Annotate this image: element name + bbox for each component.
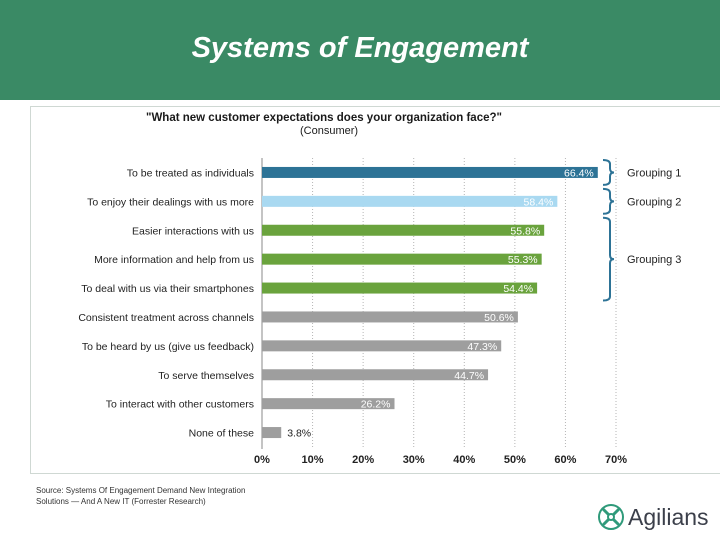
category-label: Easier interactions with us xyxy=(132,225,254,237)
x-tick-label: 50% xyxy=(504,454,526,466)
x-tick-label: 40% xyxy=(453,454,475,466)
grouping-label: Grouping 2 xyxy=(627,196,681,208)
category-label: To be heard by us (give us feedback) xyxy=(82,341,254,353)
category-label: To enjoy their dealings with us more xyxy=(87,196,254,208)
slide-title: Systems of Engagement xyxy=(191,32,529,64)
data-label: 55.3% xyxy=(508,254,538,266)
data-label: 47.3% xyxy=(467,341,497,353)
category-label: More information and help from us xyxy=(94,254,254,266)
chart-subtitle: (Consumer) xyxy=(300,125,359,137)
bar xyxy=(262,166,598,178)
x-tick-label: 10% xyxy=(302,454,324,466)
x-tick-label: 20% xyxy=(352,454,374,466)
bar xyxy=(262,369,489,381)
category-label: To interact with other customers xyxy=(106,399,254,411)
data-label: 66.4% xyxy=(564,167,594,179)
category-label: To be treated as individuals xyxy=(127,167,254,179)
bar xyxy=(262,195,558,207)
bar xyxy=(262,427,282,439)
category-label: To serve themselves xyxy=(158,370,254,382)
data-label: 44.7% xyxy=(454,370,484,382)
data-label: 54.4% xyxy=(503,283,533,295)
title-banner: Systems of Engagement xyxy=(0,0,720,100)
x-tick-label: 30% xyxy=(403,454,425,466)
bar xyxy=(262,282,538,294)
bar xyxy=(262,398,395,410)
agilians-logo-icon xyxy=(598,504,624,530)
logo-text: Agilians xyxy=(628,504,709,530)
grouping-bracket xyxy=(602,159,615,186)
x-tick-label: 70% xyxy=(605,454,627,466)
grouping-label: Grouping 1 xyxy=(627,167,681,179)
category-label: To deal with us via their smartphones xyxy=(81,283,254,295)
data-label: 26.2% xyxy=(361,399,391,411)
grouping-bracket xyxy=(602,216,615,302)
data-label: 50.6% xyxy=(484,312,514,324)
data-label: 58.4% xyxy=(524,196,554,208)
x-tick-label: 60% xyxy=(554,454,576,466)
data-label: 55.8% xyxy=(510,225,540,237)
data-label: 3.8% xyxy=(287,428,311,440)
bar xyxy=(262,253,542,265)
grouping-bracket xyxy=(602,187,615,215)
bar xyxy=(262,340,502,352)
chart-title: "What new customer expectations does you… xyxy=(146,112,502,124)
category-label: Consistent treatment across channels xyxy=(78,312,254,324)
source-note: Source: Systems Of Engagement Demand New… xyxy=(36,486,246,506)
agilians-logo: Agilians xyxy=(596,500,712,534)
x-tick-label: 0% xyxy=(254,454,270,466)
category-label: None of these xyxy=(189,428,255,440)
bar xyxy=(262,224,545,236)
grouping-label: Grouping 3 xyxy=(627,254,681,266)
bar xyxy=(262,311,518,323)
